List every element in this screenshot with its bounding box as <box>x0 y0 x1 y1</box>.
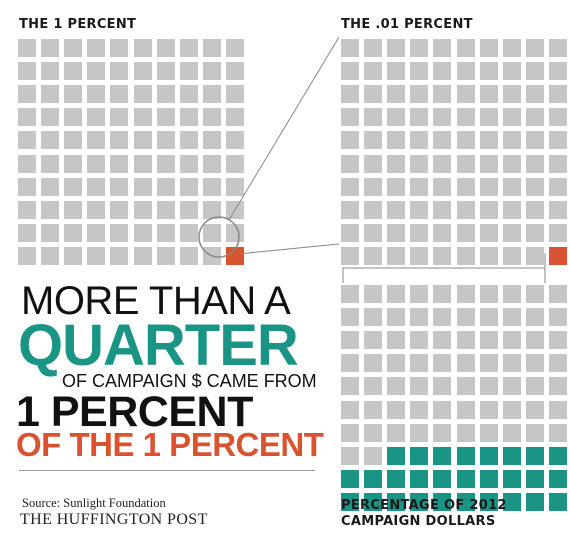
publisher-logo: THE HUFFINGTON POST <box>20 511 208 529</box>
campaign-title-line-2: CAMPAIGN DOLLARS <box>341 514 496 529</box>
zoom-line-top <box>229 37 339 220</box>
campaign-title-line-1: PERCENTAGE OF 2012 <box>341 498 507 513</box>
headline-of-the-one-percent: OF THE 1 PERCENT <box>16 426 323 464</box>
headline-divider <box>19 470 315 471</box>
zoom-circle <box>199 217 239 257</box>
zoom-line-bottom <box>238 244 339 254</box>
source-credit: Source: Sunlight Foundation <box>22 496 166 511</box>
headline-quarter: QUARTER <box>18 312 298 379</box>
bracket <box>343 268 545 283</box>
